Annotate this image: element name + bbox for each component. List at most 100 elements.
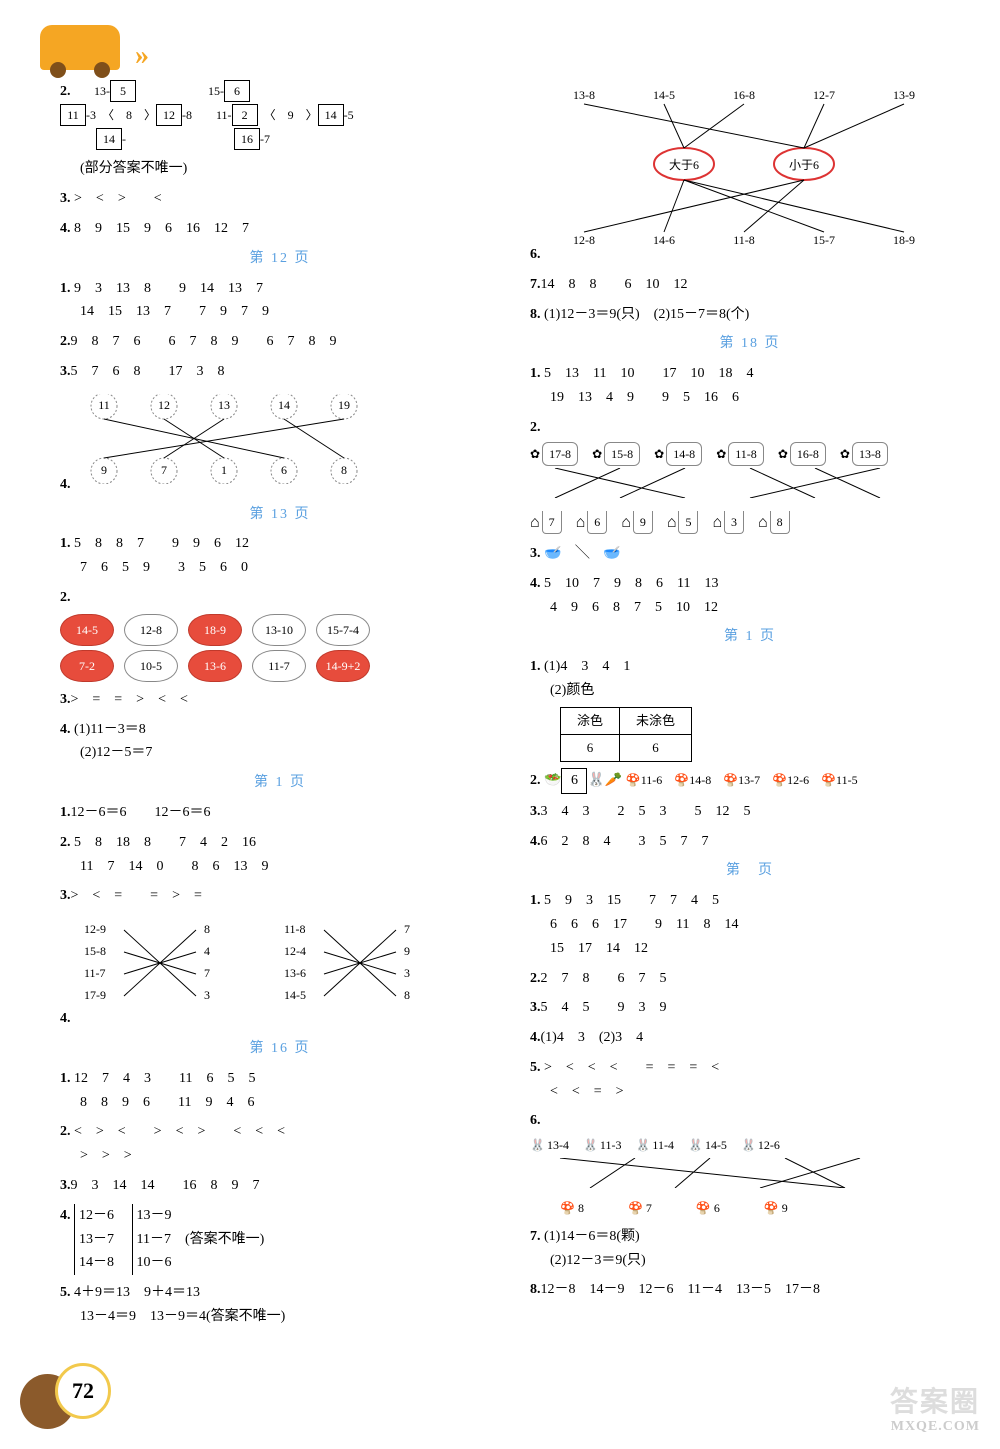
- pb-5-r2: < < = >: [550, 1084, 624, 1099]
- bowls-icon: 🥣 ╲ 🥣: [544, 546, 621, 561]
- p18-4: 4. 5 10 7 9 8 6 11 13 4 9 6 8 7 5 10 12: [530, 572, 970, 620]
- pb-5: 5. > < < < = = = < < < = >: [530, 1056, 970, 1104]
- p14-2: 2. 5 8 18 8 7 4 2 16 11 7 14 0 8 6 13 9: [60, 831, 500, 879]
- p14-3: 3.> < = = > =: [60, 884, 500, 908]
- svg-text:12-4: 12-4: [284, 944, 306, 958]
- pb-6-lines: [530, 1158, 910, 1188]
- svg-text:12-9: 12-9: [84, 922, 106, 936]
- svg-text:14: 14: [278, 398, 290, 412]
- apple-row-1: 14-512-818-913-1015-7-4: [60, 614, 500, 646]
- q4-vals: 8 9 15 9 6 16 12 7: [74, 221, 249, 236]
- p13-2: 2. 14-512-818-913-1015-7-4 7-210-513-611…: [60, 586, 500, 682]
- p18-2: 2. ✿17-8✿15-8✿14-8✿11-8✿16-8✿13-8 769538: [530, 416, 970, 536]
- bowl-icon: 🥗6🐰🥕: [544, 773, 622, 788]
- p16-4-right: 13－9 11－7 (答案不唯一) 10－6: [132, 1204, 265, 1275]
- svg-text:16-8: 16-8: [733, 88, 755, 102]
- svg-text:11: 11: [98, 398, 110, 412]
- p13-1: 1. 5 8 8 7 9 9 6 12 7 6 5 9 3 5 6 0: [60, 532, 500, 580]
- r-q7-v: 14 8 8 6 10 12: [541, 277, 688, 292]
- pb-1-r3: 15 17 14 12: [550, 941, 648, 956]
- p16-2-r2: > > >: [80, 1148, 132, 1163]
- p13-1-r2: 7 6 5 9 3 5 6 0: [80, 560, 248, 575]
- pb-7: 7. (1)14－6＝8(颗) (2)12－3＝9(只): [530, 1225, 970, 1273]
- p12-1-r1: 9 3 13 8 9 14 13 7: [74, 281, 263, 296]
- pb-2-v: 2 7 8 6 7 5: [541, 971, 667, 986]
- p12-2-v: 9 8 7 6 6 7 8 9 6 7 8 9: [71, 334, 337, 349]
- p16-5: 5. 4＋9＝13 9＋4＝13 13－4＝9 13－9＝4(答案不唯一): [60, 1281, 500, 1329]
- p18-2-lines: [530, 468, 910, 498]
- left-column: 2. 13-5 15-6 11-3 〈 8 〉12-8 11-2 〈 9 〉14…: [60, 80, 500, 1335]
- pn-4-v: 6 2 8 4 3 5 7 7: [541, 834, 709, 849]
- p16-2-r1: < > < > < > < < <: [74, 1124, 285, 1139]
- watermark: 答案圈 MXQE.COM: [890, 1388, 980, 1434]
- p14-1: 1.12－6＝6 12－6＝6: [60, 801, 500, 825]
- q3: 3. > < > <: [60, 187, 500, 211]
- p13-1-r1: 5 8 8 7 9 9 6 12: [74, 536, 249, 551]
- svg-text:12: 12: [158, 398, 170, 412]
- pb-3: 3.5 4 5 9 3 9: [530, 996, 970, 1020]
- svg-text:14-6: 14-6: [653, 233, 675, 247]
- pn-2: 2. 🥗6🐰🥕 🍄11-6 🍄14-8 🍄13-7 🍄12-6 🍄11-5: [530, 768, 970, 794]
- p14-4-svg: 12-9815-8411-7717-9311-8712-4913-6314-58: [74, 918, 474, 1018]
- page-head-blank: 第 页: [530, 859, 970, 883]
- svg-text:8: 8: [204, 922, 210, 936]
- svg-text:7: 7: [161, 463, 167, 477]
- car-icon: [40, 25, 120, 70]
- p14-1-v: 12－6＝6 12－6＝6: [71, 805, 211, 820]
- p16-3-v: 9 3 14 14 16 8 9 7: [71, 1178, 260, 1193]
- svg-text:7: 7: [404, 922, 410, 936]
- page-head-16: 第 16 页: [60, 1037, 500, 1061]
- svg-text:13-9: 13-9: [893, 88, 915, 102]
- p14-4: 4. 12-9815-8411-7717-9311-8712-4913-6314…: [60, 914, 500, 1031]
- svg-text:3: 3: [404, 966, 410, 980]
- pn-3-v: 3 4 3 2 5 3 5 12 5: [541, 804, 751, 819]
- pb-8-v: 12－8 14－9 12－6 11－4 13－5 17－8: [541, 1282, 820, 1297]
- pb-1-r1: 5 9 3 15 7 7 4 5: [544, 893, 719, 908]
- q2-note: (部分答案不唯一): [80, 157, 500, 181]
- pb-8: 8.12－8 14－9 12－6 11－4 13－5 17－8: [530, 1278, 970, 1302]
- p18-1-r1: 5 13 11 10 17 10 18 4: [544, 366, 753, 381]
- svg-text:8: 8: [341, 463, 347, 477]
- svg-text:14-5: 14-5: [284, 988, 306, 1002]
- pb-4: 4.(1)4 3 (2)3 4: [530, 1026, 970, 1050]
- p12-4: 4. 111213141997168: [60, 390, 500, 497]
- page-head-n: 第 1 页: [530, 625, 970, 649]
- svg-text:15-8: 15-8: [84, 944, 106, 958]
- p18-2-bot: 769538: [530, 509, 970, 536]
- p18-1-r2: 19 13 4 9 9 5 16 6: [550, 390, 739, 405]
- p13-3-v: > = = > < <: [71, 692, 188, 707]
- svg-text:11-8: 11-8: [284, 922, 306, 936]
- svg-text:15-7: 15-7: [813, 233, 835, 247]
- svg-text:6: 6: [281, 463, 287, 477]
- p13-3: 3.> = = > < <: [60, 688, 500, 712]
- pn-4: 4.6 2 8 4 3 5 7 7: [530, 830, 970, 854]
- svg-text:7: 7: [204, 966, 210, 980]
- svg-text:12-7: 12-7: [813, 88, 835, 102]
- pb-6-top: 13-411-311-414-512-6: [530, 1135, 970, 1155]
- r-q6: 6. 13-814-516-812-713-912-814-611-815-71…: [530, 80, 970, 267]
- page-head-14: 第 1 页: [60, 771, 500, 795]
- q6-svg: 13-814-516-812-713-912-814-611-815-718-9…: [544, 84, 964, 254]
- color-table: 涂色未涂色 66: [560, 707, 692, 762]
- apple-row-2: 7-210-513-611-714-9+2: [60, 650, 500, 682]
- p16-1-r2: 8 8 9 6 11 9 4 6: [80, 1095, 254, 1110]
- p16-4-left: 12－6 13－7 14－8: [74, 1204, 114, 1275]
- pb-6: 6. 13-411-311-414-512-6 🍄 8🍄 7🍄 6🍄 9: [530, 1109, 970, 1218]
- svg-text:13-6: 13-6: [284, 966, 306, 980]
- svg-text:12-8: 12-8: [573, 233, 595, 247]
- svg-text:18-9: 18-9: [893, 233, 915, 247]
- svg-text:13-8: 13-8: [573, 88, 595, 102]
- p13-4: 4. (1)11－3＝8 (2)12－5＝7: [60, 718, 500, 766]
- p18-2-top: ✿17-8✿15-8✿14-8✿11-8✿16-8✿13-8: [530, 442, 970, 466]
- svg-text:11-7: 11-7: [84, 966, 106, 980]
- pb-2: 2.2 7 8 6 7 5: [530, 967, 970, 991]
- svg-text:小于6: 小于6: [789, 158, 819, 172]
- r-q7: 7.14 8 8 6 10 12: [530, 273, 970, 297]
- svg-text:8: 8: [404, 988, 410, 1002]
- svg-text:大于6: 大于6: [669, 158, 699, 172]
- pb-5-r1: > < < < = = = <: [544, 1060, 719, 1075]
- page-number: 72: [55, 1363, 111, 1419]
- p16-1: 1. 12 7 4 3 11 6 5 5 8 8 9 6 11 9 4 6: [60, 1067, 500, 1115]
- q2-diagram: 13-5 15-6 11-3 〈 8 〉12-8 11-2 〈 9 〉14-5 …: [60, 84, 354, 146]
- right-column: 6. 13-814-516-812-713-912-814-611-815-71…: [530, 80, 970, 1335]
